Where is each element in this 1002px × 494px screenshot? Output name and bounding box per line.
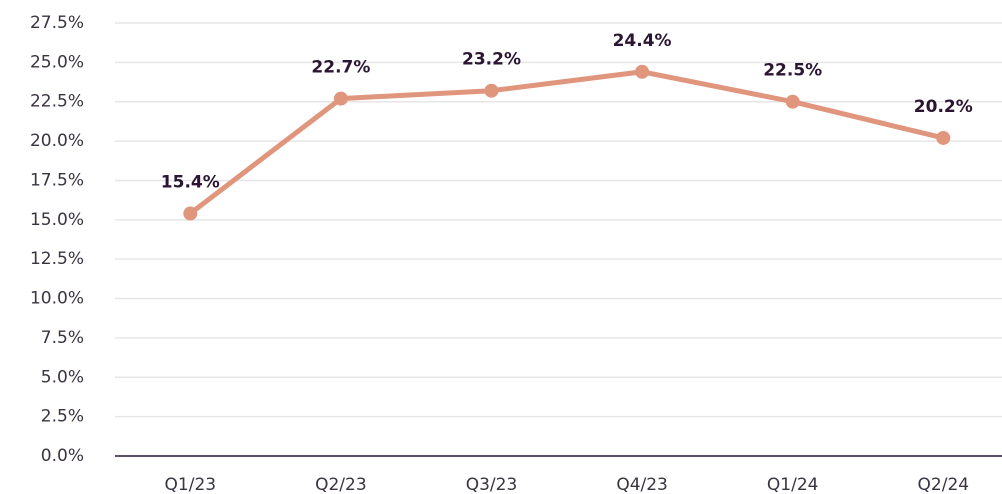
point [333,91,348,106]
y-tick-label: 2.5% [41,407,84,427]
data-label: 20.2% [914,97,973,117]
x-tick-label: Q2/24 [918,475,970,494]
y-tick-label: 20.0% [30,131,84,151]
line [188,69,944,216]
y-tick-label: 27.5% [30,13,84,33]
y-tick-label: 7.5% [41,328,84,348]
data-label: 23.2% [462,50,521,70]
y-tick-label: 15.0% [30,210,84,230]
data-label: 24.4% [613,31,672,51]
point [785,94,800,109]
y-tick-label: 5.0% [41,367,84,387]
x-tick-label: Q1/23 [165,475,217,494]
y-tick-label: 12.5% [30,249,84,269]
data-label: 22.7% [311,58,370,78]
x-tick-label: Q4/23 [616,475,668,494]
point [635,64,650,79]
data-label: 15.4% [161,173,220,193]
x-tick-label: Q2/23 [315,475,367,494]
y-tick-label: 25.0% [30,52,84,72]
y-tick-label: 10.0% [30,289,84,309]
y-tick-label: 17.5% [30,170,84,190]
x-tick-label: Q1/24 [767,475,819,494]
x-tick-label: Q3/23 [466,475,518,494]
point [183,206,198,221]
data-label: 22.5% [763,61,822,81]
y-tick-label: 22.5% [30,92,84,112]
point [936,130,951,145]
y-tick-label: 0.0% [41,446,84,466]
point [484,83,499,98]
